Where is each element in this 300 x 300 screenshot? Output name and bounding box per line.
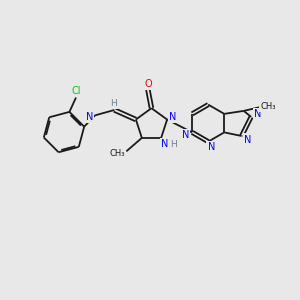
- Text: N: N: [244, 134, 252, 145]
- Text: N: N: [86, 112, 93, 122]
- Text: H: H: [170, 140, 177, 149]
- Text: CH₃: CH₃: [110, 149, 125, 158]
- Text: Cl: Cl: [72, 86, 81, 96]
- Text: N: N: [182, 130, 189, 140]
- Text: O: O: [144, 79, 152, 89]
- Text: N: N: [208, 142, 215, 152]
- Text: H: H: [110, 99, 117, 108]
- Text: N: N: [161, 140, 168, 149]
- Text: N: N: [169, 112, 176, 122]
- Text: N: N: [254, 109, 261, 119]
- Text: CH₃: CH₃: [260, 102, 276, 111]
